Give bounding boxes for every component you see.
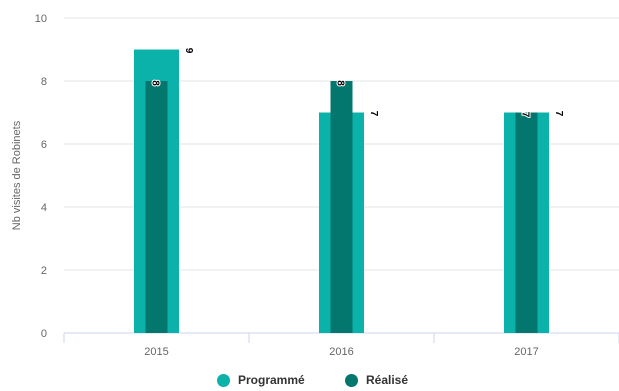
legend-swatch-programme: [217, 373, 230, 387]
legend: Programmé Réalisé: [0, 373, 619, 391]
x-tick-label: 2016: [329, 346, 353, 358]
y-tick-label: 10: [35, 13, 47, 25]
bar-chart: 0 2 4 6 8 10 Nb visites de Robinets 2015 9 8 2016 7…: [11, 13, 619, 358]
x-tick-label: 2015: [144, 346, 168, 358]
data-label-realise: 8: [335, 80, 346, 86]
bar-realise: [145, 81, 168, 333]
legend-label-programme: Programmé: [238, 373, 305, 387]
y-tick-label: 0: [41, 328, 47, 340]
data-label-realise: 7: [520, 112, 531, 118]
y-tick-label: 6: [41, 139, 47, 151]
bar-realise: [515, 112, 538, 333]
data-label-realise: 8: [150, 80, 161, 86]
x-tick-label: 2017: [514, 346, 538, 358]
y-tick-label: 2: [41, 265, 47, 277]
data-label-programme: 7: [368, 111, 379, 117]
y-tick-label: 4: [41, 202, 47, 214]
data-label-programme: 7: [553, 111, 564, 117]
legend-item-programme[interactable]: Programmé: [217, 373, 305, 387]
legend-label-realise: Réalisé: [366, 373, 409, 387]
y-tick-label: 8: [41, 76, 47, 88]
data-label-programme: 9: [183, 48, 194, 54]
legend-swatch-realise: [345, 373, 358, 387]
legend-item-realise[interactable]: Réalisé: [345, 373, 408, 387]
bar-realise: [330, 81, 353, 333]
y-axis-label: Nb visites de Robinets: [11, 120, 23, 230]
